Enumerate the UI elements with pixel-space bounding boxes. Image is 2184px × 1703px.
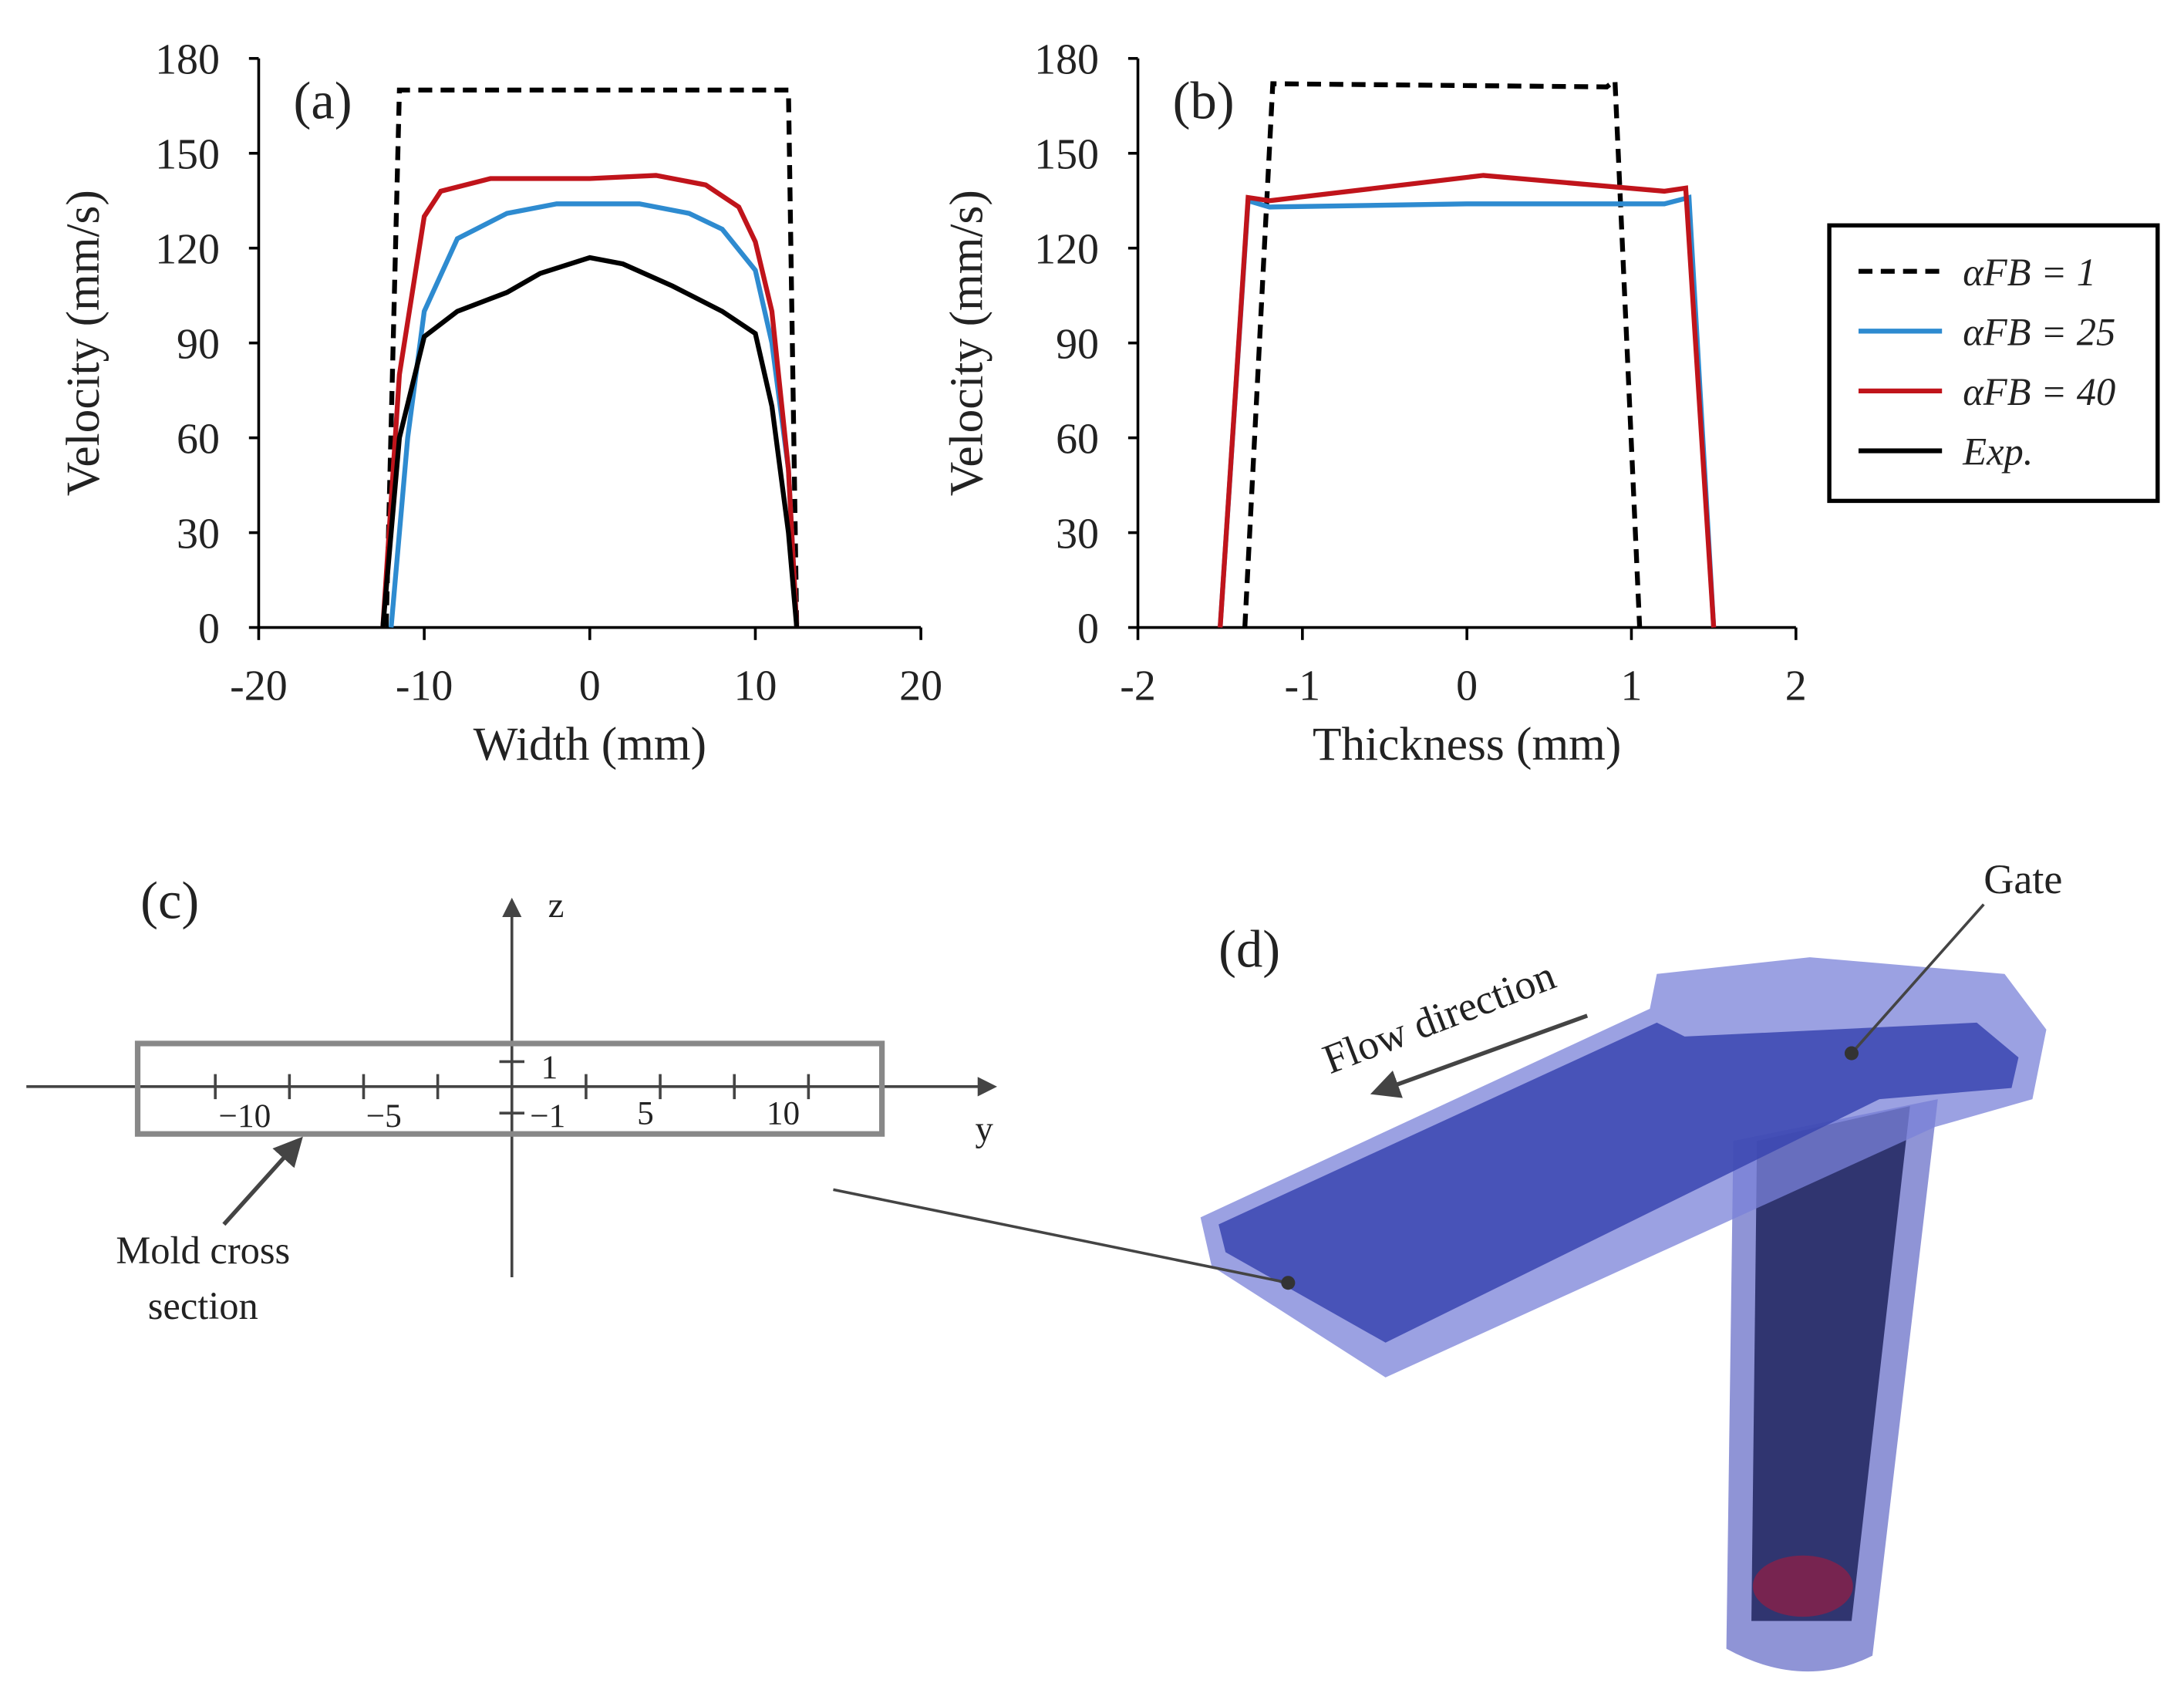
x-tick-label: 20	[899, 662, 942, 710]
y-tick-label: 90	[177, 321, 220, 369]
tick-label: 1	[541, 1049, 558, 1086]
y-tick-label: 0	[1077, 605, 1099, 653]
mold-label: section	[148, 1284, 258, 1327]
series-line	[383, 87, 800, 628]
series-line	[389, 201, 800, 628]
y-tick-label: 150	[1034, 131, 1099, 179]
mold-label: Mold cross	[116, 1229, 290, 1272]
y-tick-label: 150	[155, 131, 220, 179]
gate-label: Gate	[1983, 856, 2062, 902]
legend-label: Exp.	[1962, 430, 2033, 474]
series-line	[1218, 194, 1717, 628]
y-tick-label: 90	[1056, 321, 1099, 369]
flow-arrow	[1370, 1013, 1589, 1098]
x-tick-label: 2	[1785, 662, 1807, 710]
series-line	[1242, 76, 1643, 628]
x-tick-label: 10	[733, 662, 777, 710]
plate-inner	[1218, 1022, 2019, 1343]
legend-label: αFB = 40	[1963, 370, 2115, 413]
x-tick-label: -20	[230, 662, 288, 710]
x-tick-label: 0	[579, 662, 601, 710]
flow-label: Flow direction	[1316, 952, 1562, 1083]
y-tick-label: 0	[198, 605, 220, 653]
series-line	[1218, 173, 1717, 628]
panel-label: (a)	[294, 71, 352, 130]
tick-label: 10	[767, 1095, 800, 1132]
legend-label: αFB = 1	[1963, 251, 2096, 294]
y-tick-label: 60	[1056, 415, 1099, 463]
y-tick-label: 60	[177, 415, 220, 463]
leader-line	[833, 1188, 1289, 1284]
tick-label: −10	[219, 1098, 271, 1135]
panel-label: (b)	[1173, 71, 1235, 130]
diagram-d: (d) Gate Flow direction	[833, 856, 2062, 1672]
x-tick-label: 1	[1620, 662, 1642, 710]
series-line	[380, 255, 800, 628]
panel-label: (d)	[1218, 920, 1280, 979]
mold-arrow	[222, 1136, 303, 1226]
axis-label: z	[548, 885, 565, 926]
gate-dot	[1844, 1046, 1859, 1061]
y-tick-label: 30	[1056, 510, 1099, 558]
gate-tip	[1752, 1555, 1853, 1617]
y-tick-label: 180	[1034, 36, 1099, 84]
axis-label: y	[975, 1109, 993, 1149]
leader-dot	[1281, 1276, 1296, 1290]
x-tick-label: -10	[396, 662, 453, 710]
tick-label: −5	[366, 1098, 402, 1135]
panel-label: (c)	[140, 872, 199, 930]
tick-group	[214, 1074, 811, 1100]
legend-label: αFB = 25	[1963, 310, 2115, 353]
y-tick-label: 120	[155, 226, 220, 274]
x-axis-title: Width (mm)	[474, 718, 706, 771]
x-tick-label: -1	[1285, 662, 1321, 710]
tick-label: −1	[530, 1098, 565, 1135]
mold-section	[134, 1040, 885, 1137]
x-tick-label: 0	[1456, 662, 1478, 710]
y-tick-label: 30	[177, 510, 220, 558]
series-line	[380, 173, 800, 628]
y-axis-title: Velocity (mm/s)	[57, 190, 110, 496]
sprue-inner	[1751, 1106, 1910, 1621]
y-tick-label: 120	[1034, 226, 1099, 274]
y-axis-title: Velocity (mm/s)	[940, 190, 993, 496]
tick-label: 5	[637, 1095, 654, 1132]
gate-line	[1850, 903, 1985, 1054]
diagram-c: (c) z y 1 −1 −10 −5 5 10 Mold cross sect…	[26, 872, 997, 1327]
y-tick-label: 180	[155, 36, 220, 84]
x-tick-label: -2	[1120, 662, 1156, 710]
x-axis-title: Thickness (mm)	[1313, 718, 1621, 771]
